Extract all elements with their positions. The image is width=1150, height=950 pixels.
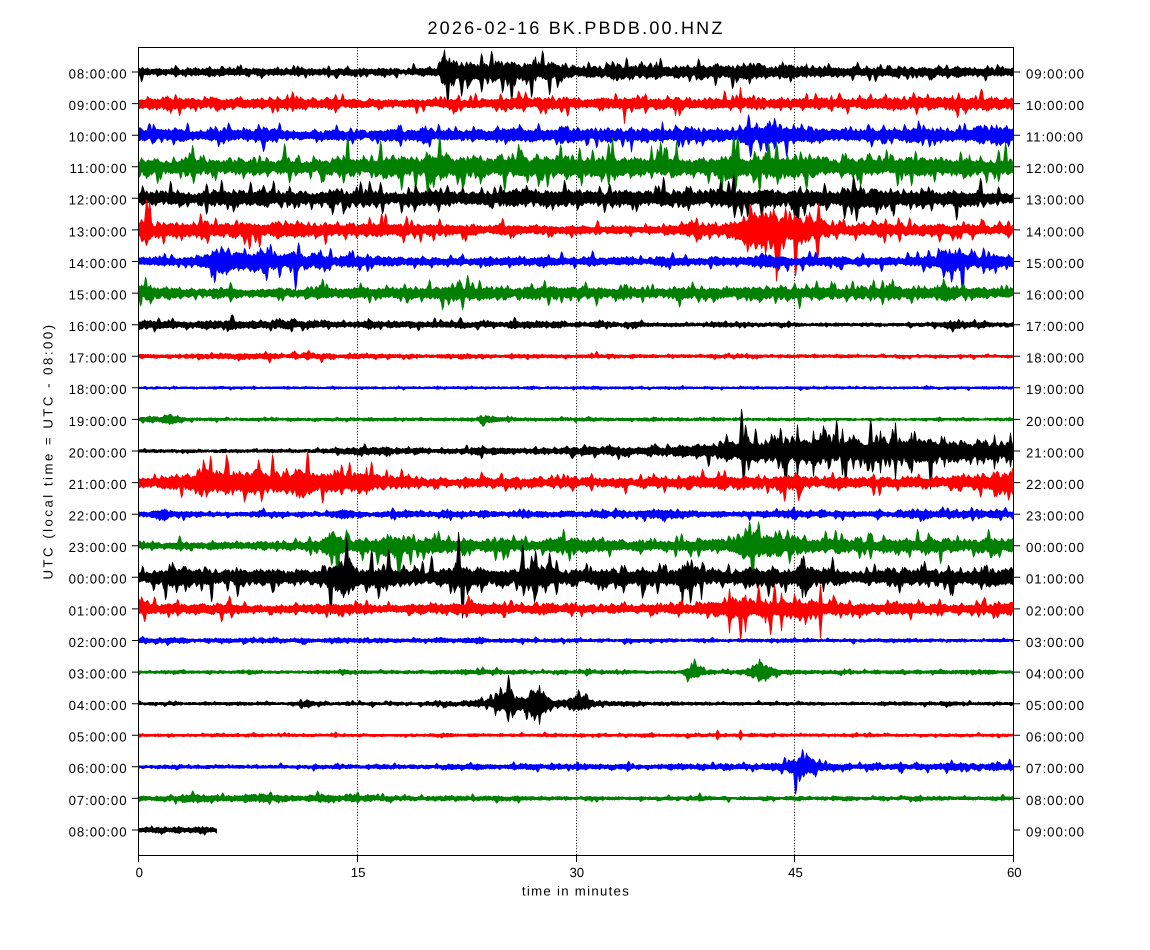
svg-text:45: 45 [788,865,803,880]
svg-text:06:00:00: 06:00:00 [69,761,128,776]
svg-text:01:00:00: 01:00:00 [69,603,128,618]
svg-text:20:00:00: 20:00:00 [69,445,128,460]
svg-text:07:00:00: 07:00:00 [69,793,128,808]
svg-text:02:00:00: 02:00:00 [1026,603,1085,618]
svg-text:22:00:00: 22:00:00 [69,509,128,524]
svg-text:13:00:00: 13:00:00 [1026,193,1085,208]
svg-text:23:00:00: 23:00:00 [1026,509,1085,524]
svg-text:02:00:00: 02:00:00 [69,635,128,650]
svg-text:09:00:00: 09:00:00 [1026,824,1085,839]
svg-text:08:00:00: 08:00:00 [1026,793,1085,808]
svg-text:21:00:00: 21:00:00 [69,477,128,492]
svg-text:18:00:00: 18:00:00 [1026,351,1085,366]
svg-text:20:00:00: 20:00:00 [1026,414,1085,429]
svg-text:17:00:00: 17:00:00 [1026,319,1085,334]
svg-text:08:00:00: 08:00:00 [69,66,128,81]
svg-text:12:00:00: 12:00:00 [1026,161,1085,176]
svg-text:04:00:00: 04:00:00 [69,698,128,713]
svg-text:04:00:00: 04:00:00 [1026,667,1085,682]
svg-text:22:00:00: 22:00:00 [1026,477,1085,492]
svg-text:15:00:00: 15:00:00 [1026,256,1085,271]
svg-text:09:00:00: 09:00:00 [1026,66,1085,81]
svg-text:03:00:00: 03:00:00 [69,667,128,682]
svg-text:16:00:00: 16:00:00 [1026,288,1085,303]
svg-text:13:00:00: 13:00:00 [69,224,128,239]
svg-text:01:00:00: 01:00:00 [1026,572,1085,587]
svg-text:00:00:00: 00:00:00 [1026,540,1085,555]
svg-text:19:00:00: 19:00:00 [69,414,128,429]
svg-text:08:00:00: 08:00:00 [69,824,128,839]
svg-text:10:00:00: 10:00:00 [69,130,128,145]
svg-text:10:00:00: 10:00:00 [1026,98,1085,113]
svg-text:12:00:00: 12:00:00 [69,193,128,208]
svg-text:07:00:00: 07:00:00 [1026,761,1085,776]
svg-text:16:00:00: 16:00:00 [69,319,128,334]
svg-text:time in minutes: time in minutes [522,884,630,899]
svg-text:30: 30 [569,865,584,880]
svg-text:05:00:00: 05:00:00 [1026,698,1085,713]
svg-text:15:00:00: 15:00:00 [69,288,128,303]
svg-text:09:00:00: 09:00:00 [69,98,128,113]
svg-text:0: 0 [136,865,143,880]
svg-text:2026-02-16 BK.PBDB.00.HNZ: 2026-02-16 BK.PBDB.00.HNZ [427,18,724,38]
svg-text:00:00:00: 00:00:00 [69,572,128,587]
svg-text:14:00:00: 14:00:00 [69,256,128,271]
svg-text:21:00:00: 21:00:00 [1026,445,1085,460]
svg-text:UTC (local time = UTC - 08:00): UTC (local time = UTC - 08:00) [41,322,56,579]
svg-text:11:00:00: 11:00:00 [1026,130,1084,145]
svg-text:14:00:00: 14:00:00 [1026,224,1085,239]
svg-text:03:00:00: 03:00:00 [1026,635,1085,650]
svg-text:19:00:00: 19:00:00 [1026,382,1085,397]
svg-text:60: 60 [1007,865,1022,880]
svg-text:06:00:00: 06:00:00 [1026,730,1085,745]
svg-text:15: 15 [351,865,366,880]
svg-text:05:00:00: 05:00:00 [69,730,128,745]
svg-text:18:00:00: 18:00:00 [69,382,128,397]
svg-text:11:00:00: 11:00:00 [70,161,128,176]
svg-text:23:00:00: 23:00:00 [69,540,128,555]
svg-text:17:00:00: 17:00:00 [69,351,128,366]
